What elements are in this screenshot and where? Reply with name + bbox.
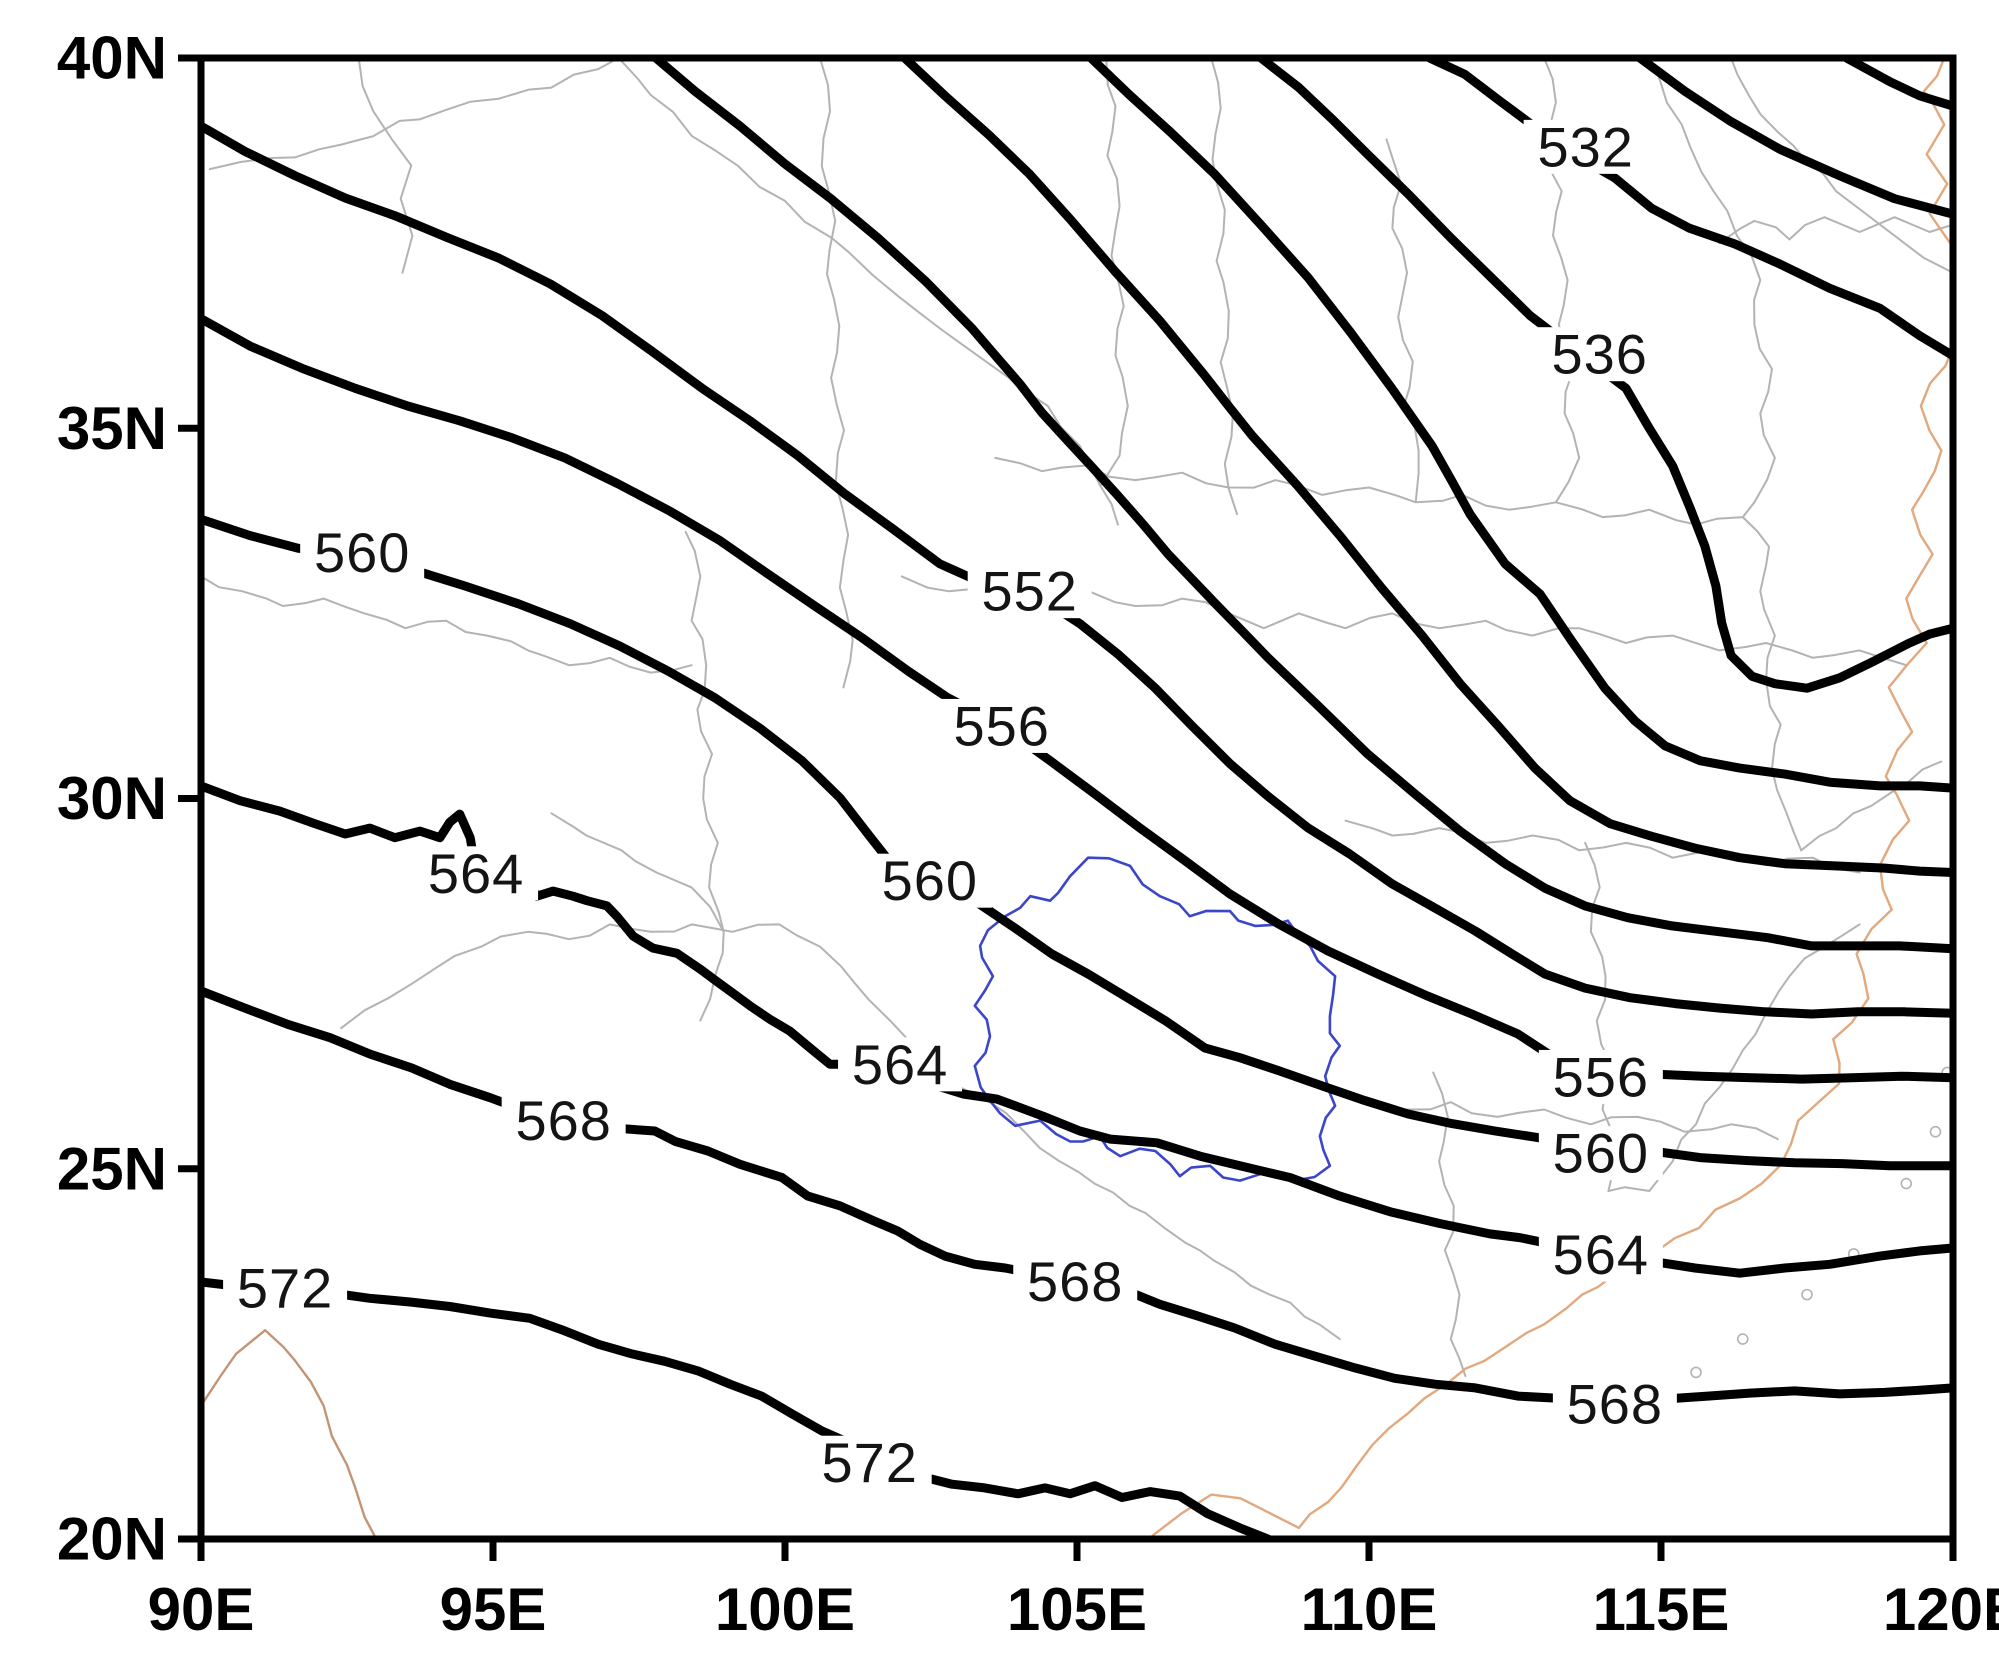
province-boundary-line <box>994 456 1756 526</box>
province-boundary-line <box>208 58 620 171</box>
province-boundary-line <box>1297 612 1908 667</box>
province-boundary-line <box>1356 1093 1779 1141</box>
contour-label: 560 <box>882 849 978 912</box>
province-boundary-line <box>1648 58 1776 504</box>
province-boundary-line <box>1800 760 1943 852</box>
contour-line-528 <box>1635 58 1953 219</box>
contour-label-gap <box>223 1260 348 1315</box>
plot-frame <box>197 54 1957 1543</box>
contour-label: 568 <box>515 1089 611 1152</box>
contour-line-532 <box>1425 58 1953 361</box>
contour-label-gap <box>807 1435 932 1490</box>
coastline-line <box>1151 345 1953 1537</box>
contour-label-gap <box>838 1037 963 1092</box>
contour-line-536 <box>1256 58 1953 693</box>
contour-label-gap <box>1537 327 1662 382</box>
coastline-line <box>1922 58 1952 245</box>
contour-label-gap <box>1538 1126 1663 1181</box>
contour-labels: 532 536 552 556 556 560 560 560 564 564 564 568 568 5… <box>223 115 1677 1494</box>
province-boundary-line <box>819 58 854 689</box>
contour-line-552 <box>201 121 1953 1019</box>
contour-label-gap <box>867 853 992 908</box>
contour-label-gap <box>1538 1227 1663 1282</box>
x-axis-tick-label: 110E <box>1301 1576 1438 1638</box>
contour-label: 552 <box>981 560 1077 623</box>
contour-label-gap <box>300 525 425 580</box>
contour-label: 568 <box>1027 1250 1123 1313</box>
contour-line-568 <box>201 986 1953 1409</box>
contour-label-gap <box>939 698 1064 753</box>
contour-label: 560 <box>1553 1122 1649 1185</box>
y-axis-tick-label: 40N <box>57 25 167 92</box>
province-boundaries <box>201 58 1953 1378</box>
x-axis-tick-label: 100E <box>715 1576 855 1638</box>
province-boundary-line <box>988 1101 1341 1341</box>
contour-label: 572 <box>237 1256 333 1319</box>
province-boundary-line <box>1210 58 1238 516</box>
island-outline <box>1900 1177 1913 1190</box>
contour-label-gap <box>501 1093 626 1148</box>
province-boundary-line <box>357 58 414 274</box>
national-border-line <box>201 1329 378 1539</box>
x-axis-tick-label: 115E <box>1593 1576 1730 1638</box>
island-outline <box>1736 1333 1749 1345</box>
contour-label: 572 <box>821 1431 917 1494</box>
island-outline <box>1690 1366 1702 1379</box>
x-axis-tick-label: 90E <box>148 1576 255 1638</box>
province-boundary-line <box>1730 58 1953 274</box>
coastline <box>201 58 1953 1539</box>
province-boundary-line <box>201 575 693 674</box>
x-axis-tick-label: 120E <box>1883 1576 1999 1638</box>
map-canvas: 532 536 552 556 556 560 560 560 564 564 564 568 568 5… <box>57 25 1999 1639</box>
contour-label-gap <box>1552 1377 1677 1432</box>
contour-label-gap <box>1538 1049 1663 1104</box>
province-boundary-line <box>1607 923 1861 1192</box>
contour-label-gap <box>967 564 1092 619</box>
province-boundary-line <box>340 923 991 1104</box>
province-boundary-line <box>684 530 725 1022</box>
contour-label: 564 <box>1553 1223 1649 1286</box>
province-boundary-line <box>900 575 1300 630</box>
island-outline <box>1801 1288 1813 1301</box>
y-axis-tick-label: 25N <box>57 1135 167 1202</box>
y-axis-tick-label: 30N <box>57 765 167 832</box>
province-boundary-line <box>1385 138 1420 504</box>
province-boundary-line <box>550 812 725 933</box>
island-outline <box>1929 1125 1942 1138</box>
contour-label: 556 <box>953 694 1049 757</box>
y-axis-tick-label: 20N <box>57 1506 167 1573</box>
contour-label-gap <box>414 846 539 901</box>
contour-map-figure: 532 536 552 556 556 560 560 560 564 564 564 568 568 5… <box>40 16 1999 1638</box>
contour-label-gap <box>1523 119 1648 174</box>
contour-label: 568 <box>1567 1373 1663 1436</box>
contour-line-572 <box>201 1277 1273 1539</box>
contour-label: 564 <box>852 1033 948 1096</box>
contour-line-548 <box>651 58 1953 954</box>
x-axis-tick-label: 95E <box>440 1576 547 1638</box>
contour-label: 560 <box>314 521 410 584</box>
contour-label: 532 <box>1537 115 1633 178</box>
contour-label: 556 <box>1553 1045 1649 1108</box>
province-boundary-line <box>1718 216 1953 245</box>
contour-line-540 <box>1086 58 1953 793</box>
contour-lines <box>201 58 1953 1539</box>
contour-line-544 <box>900 58 1953 877</box>
x-axis-tick-label: 105E <box>1007 1576 1147 1638</box>
contour-label: 536 <box>1551 323 1647 386</box>
province-boundary-line <box>617 58 1119 526</box>
y-axis-tick-label: 35N <box>57 395 167 462</box>
contour-label-gap <box>1013 1254 1138 1309</box>
contour-line-524 <box>1842 58 1953 111</box>
contour-label: 564 <box>428 842 524 905</box>
